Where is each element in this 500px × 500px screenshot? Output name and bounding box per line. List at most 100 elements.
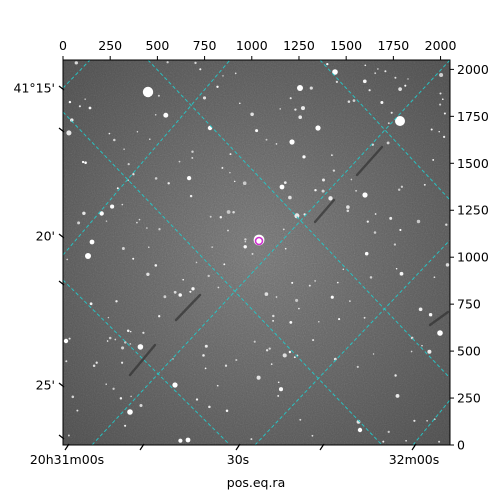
star [395, 267, 398, 270]
dec-tick-mark [58, 85, 65, 91]
star [328, 196, 333, 201]
star [84, 98, 86, 100]
star [126, 329, 130, 333]
star [129, 330, 132, 333]
ra-tick-mark [411, 443, 417, 451]
star [250, 438, 253, 441]
star [250, 112, 254, 117]
star [295, 298, 299, 302]
grid-line [63, 60, 91, 89]
star [65, 360, 68, 363]
star [303, 213, 306, 216]
star [114, 338, 117, 341]
star [366, 220, 369, 223]
star [268, 347, 271, 350]
streak [174, 293, 202, 322]
star [309, 86, 313, 90]
star [393, 243, 397, 246]
star [265, 349, 269, 352]
star [138, 218, 141, 221]
star [380, 101, 384, 104]
star [244, 238, 247, 241]
star [438, 440, 441, 443]
x-pixel-tick-label: 2000 [425, 38, 457, 53]
star [158, 315, 161, 318]
star [242, 181, 247, 186]
star [432, 158, 435, 161]
star [127, 163, 130, 166]
star [229, 153, 232, 156]
star [445, 263, 450, 267]
ra-tick-mark [64, 443, 70, 451]
star [427, 349, 432, 354]
dec-tick-label: 41°15' [14, 81, 56, 96]
star [428, 312, 433, 317]
ra-tick-mark [235, 443, 241, 451]
x-pixel-tick-label: 1250 [283, 38, 315, 53]
x-pixel-tick-label: 1750 [377, 38, 409, 53]
star [121, 346, 125, 350]
x-pixel-tick-label: 250 [98, 38, 122, 53]
star [227, 229, 229, 232]
y-pixel-tick-label: 750 [457, 297, 481, 312]
star [195, 261, 198, 264]
right-pixel-axis: 0 250 500 750 1000 1250 1500 1750 2000 [450, 62, 489, 453]
streak [128, 343, 157, 377]
star [318, 321, 320, 323]
star [442, 135, 446, 139]
star [298, 307, 300, 310]
star [88, 106, 92, 110]
star [163, 295, 167, 299]
star [384, 70, 387, 73]
dec-tick-mark [58, 382, 65, 388]
star [302, 155, 306, 159]
star [407, 78, 409, 80]
star [92, 364, 96, 367]
star [84, 161, 87, 164]
star [189, 290, 192, 293]
star [224, 364, 228, 367]
star [308, 284, 311, 287]
star [322, 178, 325, 182]
star [264, 292, 269, 296]
star [255, 129, 259, 133]
star [438, 130, 440, 133]
star [148, 246, 150, 248]
ra-minor-tick-mark [319, 443, 325, 451]
star [207, 274, 210, 278]
star [226, 210, 231, 214]
star [105, 383, 107, 385]
star [386, 141, 390, 145]
star [77, 221, 81, 225]
star [321, 189, 325, 193]
star [294, 213, 300, 219]
streak [428, 310, 450, 327]
star [116, 187, 119, 190]
star [253, 340, 256, 343]
grid-line [63, 111, 383, 445]
star [282, 353, 287, 358]
star [124, 424, 127, 427]
star [178, 160, 181, 163]
bright-star [63, 338, 69, 344]
star [265, 138, 268, 141]
star [374, 72, 377, 75]
bright-star [362, 192, 368, 198]
star [418, 307, 423, 312]
dec-tick-label: 20' [36, 229, 55, 244]
star [223, 263, 226, 266]
star [331, 154, 333, 156]
bright-star [395, 116, 405, 126]
grid-line [63, 279, 231, 445]
dec-minor-tick-mark [58, 127, 65, 133]
star-field [63, 61, 450, 443]
bright-star [279, 184, 285, 190]
star [275, 143, 278, 145]
star [363, 316, 366, 319]
star [433, 276, 436, 279]
star [217, 286, 220, 289]
star [74, 61, 78, 65]
x-axis-title: pos.eq.ra [227, 475, 285, 490]
star [186, 175, 192, 181]
star [373, 231, 377, 234]
